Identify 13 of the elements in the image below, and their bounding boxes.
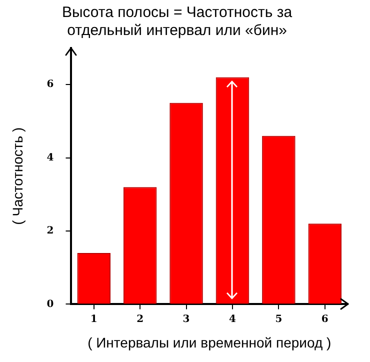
y-tick-label: 4 (46, 152, 54, 164)
y-tick-label: 0 (46, 298, 54, 310)
chart-title: Высота полосы = Частотность за отдельный интервал или «бин» (62, 4, 293, 40)
x-tick-label: 3 (182, 314, 190, 325)
x-tick-label: 6 (321, 314, 328, 325)
y-tick-label: 2 (46, 226, 54, 237)
y-axis-title: ( Частотность ) (9, 127, 26, 225)
x-tick-label: 1 (90, 314, 98, 325)
x-axis-title: ( Интервалы или временной период ) (88, 334, 332, 350)
y-tick-label: 6 (46, 79, 54, 90)
x-tick-label: 2 (136, 314, 144, 325)
x-tick-label: 4 (229, 314, 236, 325)
x-tick-label: 5 (275, 314, 282, 325)
